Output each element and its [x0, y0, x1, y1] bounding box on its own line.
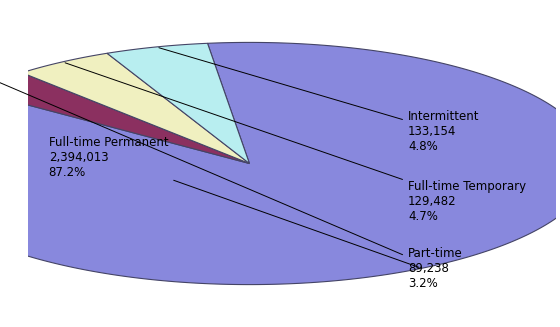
Text: Full-time Permanent
2,394,013
87.2%: Full-time Permanent 2,394,013 87.2%	[49, 136, 419, 267]
Polygon shape	[0, 43, 560, 284]
Text: Part-time
89,238
3.2%: Part-time 89,238 3.2%	[0, 82, 463, 290]
Polygon shape	[0, 73, 249, 164]
Text: Full-time Temporary
129,482
4.7%: Full-time Temporary 129,482 4.7%	[65, 63, 526, 223]
Text: Intermittent
133,154
4.8%: Intermittent 133,154 4.8%	[159, 48, 479, 153]
Polygon shape	[107, 43, 249, 164]
Polygon shape	[22, 53, 249, 164]
